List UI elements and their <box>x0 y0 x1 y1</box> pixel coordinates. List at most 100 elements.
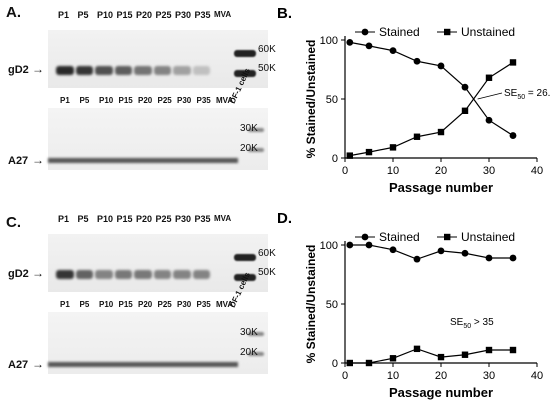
gd2-band <box>192 66 210 75</box>
data-point-stained <box>485 254 493 262</box>
x-tick-label: 10 <box>387 165 399 177</box>
lane-label: P30 <box>175 10 192 20</box>
gd2-band <box>153 270 171 279</box>
x-tick-label: 40 <box>531 370 543 382</box>
lane-label: P30 <box>175 214 192 224</box>
lane-label: P15 <box>118 300 133 309</box>
panel-letter: B. <box>277 5 292 22</box>
data-point-stained <box>365 42 373 50</box>
mw-label: 60K <box>258 44 276 55</box>
data-point-unstained <box>437 353 445 361</box>
ladder-band-50k <box>234 274 256 281</box>
x-axis-label: Passage number <box>389 180 493 195</box>
panel-c-letter: C. <box>6 214 21 231</box>
data-point-stained <box>413 255 421 263</box>
se50-annotation: SE50 > 35 <box>450 317 494 330</box>
lane-label: P1 <box>60 300 70 309</box>
arrow-right-icon: → <box>32 153 44 167</box>
gd2-band <box>75 66 93 75</box>
gd2-band <box>134 270 152 279</box>
lane-label: P20 <box>136 214 153 224</box>
protein-label-gd2: gD2 <box>8 64 29 76</box>
ladder-band-60k <box>234 254 256 261</box>
y-tick-label: 50 <box>326 299 338 311</box>
panel-a-letter: A. <box>6 4 21 21</box>
lane-label: P5 <box>79 300 90 309</box>
x-tick-label: 0 <box>342 165 348 177</box>
y-tick-label: 100 <box>320 240 338 252</box>
panel-letter: D. <box>277 210 292 227</box>
lane-label: P10 <box>97 214 114 224</box>
lane-label: P25 <box>157 96 172 105</box>
lane-label: P30 <box>177 300 192 309</box>
panel-a-bottom-blot <box>48 108 268 170</box>
panel-a-top-blot <box>48 30 268 88</box>
lane-label: MVA <box>214 214 232 223</box>
y-tick-label: 0 <box>332 358 338 370</box>
gd2-band <box>75 270 93 279</box>
gd2-band <box>134 66 152 75</box>
data-point-unstained <box>461 107 469 114</box>
lane-label: P5 <box>77 10 89 20</box>
se50-annotation: SE50 = 26.8 <box>504 88 550 101</box>
data-point-stained <box>365 241 373 249</box>
gd2-band <box>173 66 191 75</box>
mw-label: 50K <box>258 63 276 74</box>
mw-label: 30K <box>240 123 258 134</box>
data-point-stained <box>413 57 421 65</box>
lane-label: P1 <box>60 96 70 105</box>
lane-label: P15 <box>116 10 133 20</box>
a27-band <box>48 362 238 367</box>
protein-label-gd2: gD2 <box>8 268 29 280</box>
x-tick-label: 0 <box>342 370 348 382</box>
mw-label: 60K <box>258 248 276 259</box>
data-point-unstained <box>413 133 421 140</box>
data-point-stained <box>346 38 354 46</box>
y-tick-label: 50 <box>326 94 338 106</box>
legend-marker-unstained <box>444 233 451 241</box>
data-point-unstained <box>365 359 373 367</box>
lane-label: MVA <box>216 96 234 105</box>
lane-label: P20 <box>138 96 153 105</box>
data-point-stained <box>485 116 493 124</box>
lane-label: P25 <box>155 214 172 224</box>
panel-c-top-blot <box>48 234 268 292</box>
gd2-band <box>95 270 113 279</box>
lane-label: P35 <box>194 214 211 224</box>
legend-label-stained: Stained <box>379 230 420 244</box>
lane-label: P10 <box>99 300 114 309</box>
gd2-band <box>56 66 74 75</box>
y-axis-label: % Stained/Unstained <box>304 245 318 364</box>
lane-label: P15 <box>118 96 133 105</box>
lane-label: P20 <box>136 10 153 20</box>
mw-label: 20K <box>240 347 258 358</box>
lane-label: P5 <box>77 214 89 224</box>
data-point-unstained <box>509 59 517 66</box>
legend-label-unstained: Unstained <box>461 230 515 244</box>
lane-label: P1 <box>58 10 70 20</box>
x-tick-label: 20 <box>435 165 447 177</box>
legend-marker-stained <box>361 28 369 36</box>
arrow-right-icon: → <box>32 266 44 280</box>
data-point-stained <box>509 132 517 139</box>
ladder-band-20k <box>248 352 264 356</box>
data-point-unstained <box>437 128 445 136</box>
y-axis-label: % Stained/Unstained <box>304 40 318 159</box>
data-point-stained <box>389 246 397 254</box>
chart-b: B. 0 50 100 0 10 20 30 40 Passage number % Stained… <box>277 5 550 195</box>
protein-label-a27: A27 <box>8 359 29 371</box>
lane-label: P10 <box>99 96 114 105</box>
data-point-stained <box>509 254 517 262</box>
x-tick-label: 30 <box>483 165 495 177</box>
lane-label: P15 <box>116 214 133 224</box>
lane-label: P35 <box>194 10 211 20</box>
data-point-stained <box>437 247 445 255</box>
lane-label: P35 <box>196 96 211 105</box>
gd2-band <box>114 66 132 75</box>
gd2-band <box>56 270 74 279</box>
y-tick-label: 0 <box>332 153 338 165</box>
lane-label: P25 <box>155 10 172 20</box>
legend-label-unstained: Unstained <box>461 25 515 39</box>
chart-d: D. 0 50 100 0 10 20 30 40 Passage number % Stained… <box>277 210 543 400</box>
ladder-band-60k <box>234 50 256 57</box>
